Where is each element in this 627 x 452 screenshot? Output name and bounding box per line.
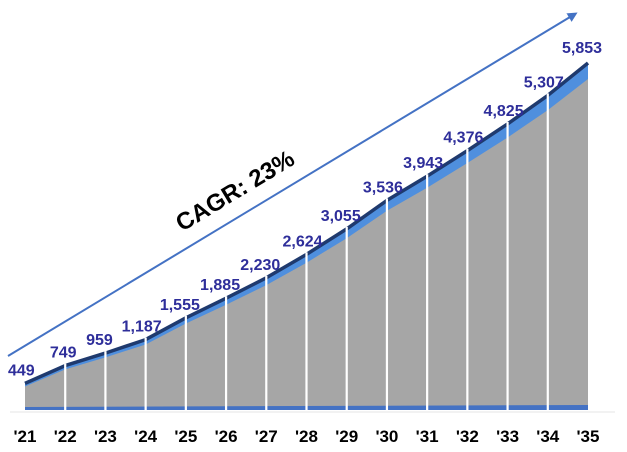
x-tick-label: '28	[295, 427, 318, 446]
x-tick-label: '22	[54, 427, 77, 446]
value-label: 749	[50, 345, 77, 362]
grey-base-area	[25, 79, 588, 410]
cagr-arrow-line	[7, 12, 578, 357]
cagr-trend-arrow	[7, 12, 578, 357]
value-label: 4,825	[484, 103, 524, 120]
x-tick-label: '23	[94, 427, 117, 446]
value-label: 3,536	[363, 179, 403, 196]
value-label: 2,624	[282, 233, 322, 250]
value-label: 1,555	[160, 297, 200, 314]
value-labels: 4497499591,1871,5551,8852,2302,6243,0553…	[8, 40, 602, 379]
value-label: 959	[86, 332, 113, 349]
x-tick-label: '35	[577, 427, 600, 446]
value-label: 4,376	[443, 130, 483, 147]
x-tick-label: '29	[335, 427, 358, 446]
value-label: 5,853	[562, 40, 602, 57]
year-dividers	[64, 93, 549, 410]
x-tick-label: '32	[456, 427, 479, 446]
x-axis-tick-labels: '21 '22 '23 '24 '25 '26 '27 '28 '29 '30 '31 '32 '33 '…	[14, 427, 600, 446]
x-tick-label: '34	[536, 427, 559, 446]
x-tick-label: '21	[14, 427, 37, 446]
value-label: 3,055	[321, 208, 361, 225]
x-tick-label: '25	[174, 427, 197, 446]
value-label: 1,187	[122, 319, 162, 336]
value-label: 3,943	[403, 155, 443, 172]
value-label: 2,230	[240, 257, 280, 274]
value-label: 5,307	[524, 74, 564, 91]
x-tick-label: '30	[375, 427, 398, 446]
x-tick-label: '27	[255, 427, 278, 446]
x-tick-label: '26	[215, 427, 238, 446]
x-tick-label: '31	[416, 427, 439, 446]
x-tick-label: '33	[496, 427, 519, 446]
x-tick-label: '24	[134, 427, 157, 446]
value-label: 1,885	[200, 277, 240, 294]
value-label: 449	[8, 362, 35, 379]
